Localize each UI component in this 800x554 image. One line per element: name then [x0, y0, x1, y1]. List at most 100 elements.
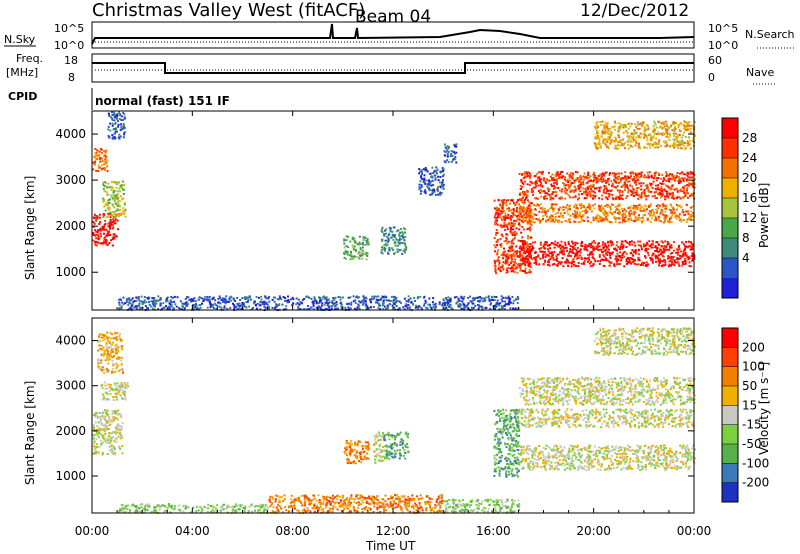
power-cell [636, 175, 638, 178]
power-cell [580, 203, 583, 206]
power-cell [622, 144, 625, 147]
power-cell [623, 250, 626, 253]
power-cell [391, 230, 394, 233]
power-cell [497, 249, 500, 252]
power-cell [559, 247, 562, 250]
power-cell [555, 191, 558, 194]
power-cell [541, 190, 544, 193]
power-cell [678, 128, 681, 131]
power-cell [606, 211, 609, 214]
power-cell [505, 199, 508, 202]
power-cell [330, 307, 333, 310]
power-cell [114, 127, 117, 130]
power-cell [610, 140, 613, 143]
power-cell [498, 262, 501, 264]
power-cell [655, 137, 658, 140]
power-cell [639, 123, 642, 125]
power-cell [474, 297, 477, 300]
power-cell [616, 263, 619, 266]
power-cell [552, 197, 555, 200]
power-cell [654, 256, 657, 258]
power-cell [429, 181, 432, 184]
power-cell [621, 138, 624, 141]
power-cell [601, 243, 604, 246]
power-cell [553, 220, 556, 223]
power-cell [677, 261, 680, 264]
power-cell [627, 219, 630, 222]
power-cell [646, 243, 649, 246]
velocity-cell [101, 451, 104, 454]
power-cell [624, 188, 626, 191]
power-cell [441, 185, 444, 188]
power-cell [609, 254, 612, 257]
power-cell [360, 251, 363, 254]
power-cell [406, 304, 409, 307]
power-cell [654, 219, 656, 222]
power-cell [536, 179, 539, 182]
power-cell [521, 182, 524, 184]
power-cell [666, 215, 669, 217]
power-cell [521, 243, 524, 246]
power-cell [574, 241, 577, 244]
power-cell [358, 308, 361, 310]
power-cell [103, 154, 106, 157]
power-cell [512, 302, 515, 305]
power-cell [523, 176, 525, 179]
power-cell [534, 208, 537, 210]
power-cell [532, 247, 535, 249]
power-cell [635, 181, 638, 184]
power-cell [229, 307, 232, 309]
power-cell [584, 257, 586, 260]
power-cell [652, 131, 655, 134]
power-cell [514, 268, 516, 270]
power-cell [415, 304, 417, 307]
power-cell [663, 249, 666, 252]
power-cell [567, 181, 570, 183]
power-cell [548, 259, 551, 262]
power-cell [655, 143, 658, 146]
velocity-cell [108, 445, 111, 448]
power-cell [632, 260, 635, 263]
power-cell [604, 217, 607, 220]
power-cell [574, 212, 577, 215]
power-cell [166, 299, 169, 302]
power-cell [688, 214, 691, 217]
power-cell [554, 191, 556, 193]
power-cell [644, 248, 647, 250]
power-cell [565, 192, 568, 195]
nsky-tick-bottom: 10^0 [54, 39, 84, 52]
power-cell [525, 246, 528, 249]
power-cell [574, 213, 577, 216]
power-cell [655, 177, 658, 180]
power-cell [512, 238, 515, 241]
power-cell [101, 226, 104, 228]
power-cell [511, 198, 514, 201]
power-cell [501, 209, 504, 211]
power-cell [617, 255, 620, 258]
velocity-cell [95, 438, 98, 441]
power-cell [216, 304, 218, 307]
power-cell [562, 206, 565, 209]
power-cell [383, 233, 385, 236]
power-cell [660, 208, 663, 211]
power-cell [671, 129, 674, 132]
power-cell [545, 253, 548, 256]
power-cell [330, 305, 333, 308]
power-cell [481, 306, 484, 309]
power-cell [551, 185, 553, 188]
power-cell [657, 146, 660, 149]
velocity-cell [110, 437, 113, 440]
power-cell [655, 126, 658, 129]
power-cell [576, 254, 579, 257]
power-cell [670, 196, 673, 199]
power-cell [579, 211, 582, 214]
power-cell [628, 176, 630, 179]
power-cell [551, 215, 554, 218]
power-cell [505, 267, 508, 270]
beam-title: Beam 04 [355, 7, 431, 27]
power-cell [686, 140, 689, 142]
power-cell [510, 240, 513, 243]
power-cell [493, 216, 496, 219]
power-cell [559, 171, 562, 174]
power-cell [615, 137, 618, 140]
